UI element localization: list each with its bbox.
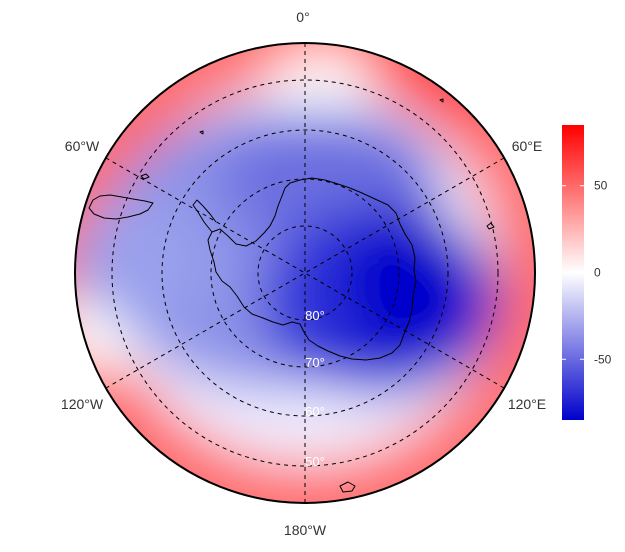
lat-label-70: 70°	[305, 355, 325, 370]
lon-label-0: 0°	[296, 9, 309, 25]
lat-label-50: 50°	[305, 454, 325, 469]
south-america-tip	[88, 194, 154, 220]
south-georgia	[140, 173, 150, 180]
coastlines	[88, 98, 495, 493]
lon-label-120w: 120°W	[61, 396, 104, 412]
lon-label-60w: 60°W	[65, 138, 100, 154]
longitude-labels: 0° 60°E 120°E 180°W 120°W 60°W	[61, 9, 546, 538]
small-island-2	[199, 130, 204, 135]
antarctic-peninsula	[192, 199, 217, 233]
lat-label-60: 60°	[305, 404, 325, 419]
lon-label-60e: 60°E	[512, 138, 543, 154]
colorbar: 50 0 -50	[562, 125, 612, 420]
lon-label-180w: 180°W	[284, 522, 327, 538]
map-boundary	[74, 42, 536, 504]
lat-label-80: 80°	[305, 308, 325, 323]
anomaly-field	[75, 43, 535, 503]
latitude-labels: 80° 70° 60° 50°	[305, 308, 325, 469]
antarctica-coastline	[207, 177, 417, 361]
colorbar-tick-label-1: 0	[594, 266, 601, 280]
colorbar-tick-label-2: -50	[594, 352, 612, 366]
colorbar-tick-label-0: 50	[594, 179, 608, 193]
new-zealand-islands	[339, 481, 356, 493]
kerguelen	[486, 222, 495, 230]
lat-circle-80	[257, 225, 353, 321]
lat-circle-50	[111, 79, 499, 467]
colorbar-gradient	[562, 125, 584, 420]
lon-label-120e: 120°E	[508, 396, 546, 412]
lat-circle-60	[161, 129, 449, 417]
small-island-1	[439, 98, 444, 103]
